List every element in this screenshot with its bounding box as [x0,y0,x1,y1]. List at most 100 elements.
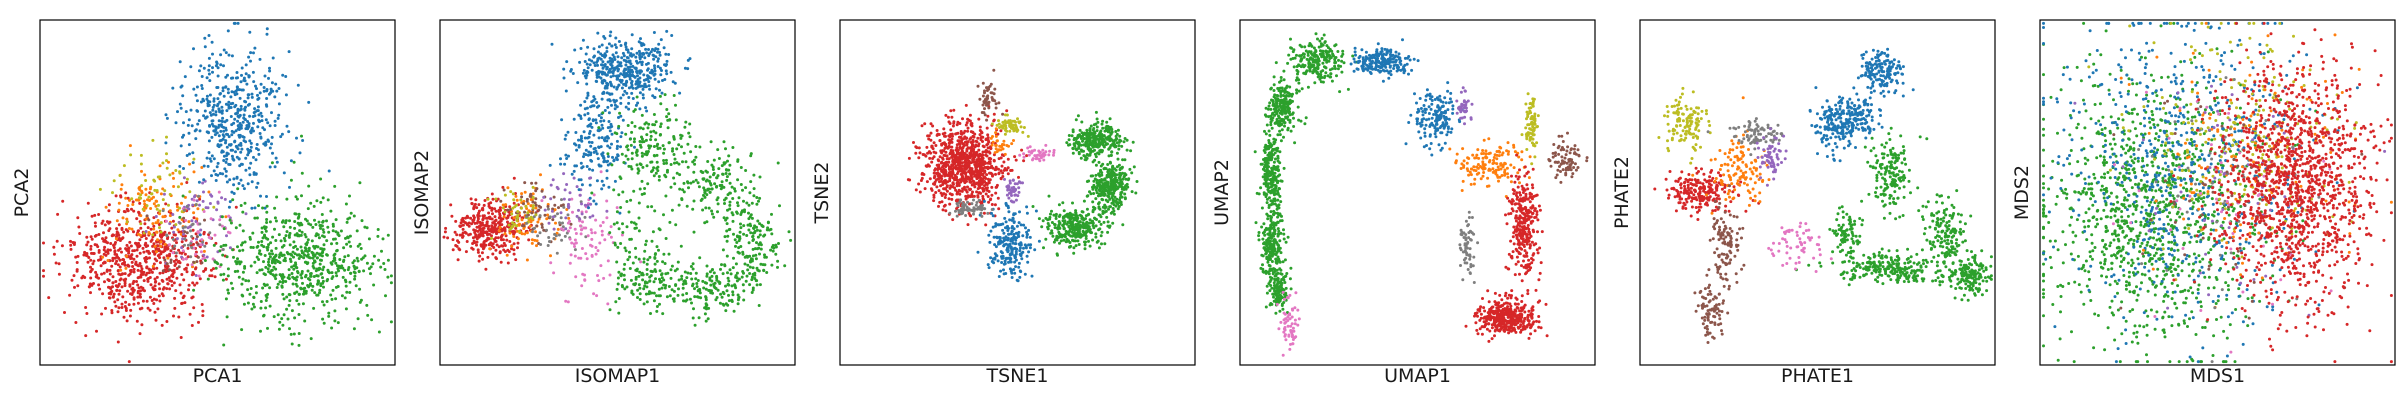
data-point [270,142,273,146]
data-point [615,132,619,136]
data-point [575,148,579,152]
data-point [264,140,268,144]
data-point [185,270,189,274]
data-point [604,136,608,140]
data-point [520,216,524,220]
data-point [202,190,205,194]
data-point [755,202,759,206]
data-point [694,277,698,281]
data-point [518,229,521,233]
data-point [143,256,147,260]
data-point [641,93,645,97]
data-point [273,227,276,231]
data-point [726,276,730,280]
data-point [629,237,633,241]
data-point [649,130,653,134]
data-point [224,141,227,145]
data-point [309,201,313,205]
data-point [161,209,165,213]
data-point [605,169,609,173]
data-point [444,226,448,230]
data-point [208,93,212,97]
data-point [483,199,487,202]
data-point [1025,154,1029,158]
data-point [204,206,208,210]
data-point [345,242,349,246]
data-point [981,194,985,198]
data-point [691,207,695,211]
data-point [283,239,287,243]
data-point [241,241,245,245]
data-point [534,206,538,210]
data-point [229,143,233,146]
data-point [599,76,603,80]
data-point [568,219,571,223]
data-point [650,239,654,243]
data-point [511,206,515,210]
data-point [273,216,277,220]
data-point [650,160,654,164]
data-point [724,284,727,288]
data-point [274,253,278,257]
data-point [592,147,596,151]
data-point [525,258,529,262]
data-point [713,182,717,186]
data-point [135,280,138,283]
data-point [691,262,695,266]
data-point [647,48,650,51]
data-point [693,162,697,166]
data-point [620,284,624,287]
data-point [681,188,685,192]
data-point [221,248,225,251]
data-point [155,275,159,279]
data-point [231,157,235,161]
data-point [569,253,573,257]
data-point [325,253,329,257]
data-point [654,277,657,281]
data-point [329,261,333,265]
data-point [306,207,310,211]
data-point [640,140,644,144]
data-point [267,263,271,267]
data-point [158,175,162,179]
data-point [464,250,468,254]
data-point [156,307,160,311]
data-point [259,82,263,86]
data-point [93,243,97,247]
data-point [623,74,627,78]
data-point [691,180,695,184]
data-point [503,244,507,247]
data-point [555,185,559,189]
data-point [315,274,319,278]
data-point [187,131,191,135]
data-point [303,253,306,257]
data-point [165,166,169,170]
data-point [929,131,933,135]
data-point [716,148,720,152]
data-point [512,176,516,180]
data-point [209,268,213,272]
data-point [348,194,351,198]
data-point [376,234,380,238]
data-point [731,293,735,297]
data-point [291,250,295,254]
data-point [552,195,556,199]
data-point [344,284,348,288]
data-point [628,77,632,81]
data-point [630,167,634,171]
data-point [464,216,467,220]
data-point [332,237,335,241]
data-point [321,276,324,280]
data-point [621,190,625,194]
data-point [273,165,277,169]
data-point [470,222,474,226]
data-point [671,147,675,151]
data-point [157,203,160,207]
data-point [656,147,660,150]
data-point [442,235,446,239]
data-point [547,221,551,225]
data-point [227,100,231,104]
data-point [90,237,94,241]
data-point [168,287,172,291]
data-point [669,185,673,189]
